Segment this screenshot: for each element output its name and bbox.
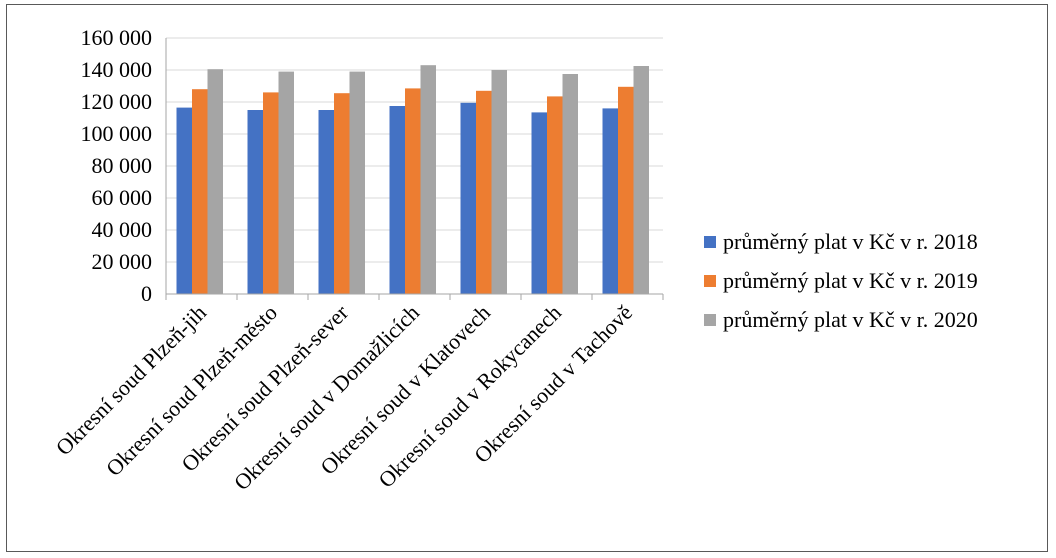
bar — [602, 108, 618, 295]
bar — [531, 112, 547, 295]
y-tick-label: 160 000 — [81, 25, 153, 50]
y-tick-label: 0 — [141, 281, 152, 306]
legend: průměrný plat v Kč v r. 2018 průměrný pla… — [704, 229, 978, 332]
bar — [562, 74, 578, 294]
bar — [618, 86, 634, 294]
legend-label: průměrný plat v Kč v r. 2019 — [723, 268, 978, 293]
y-tick-label: 20 000 — [92, 249, 153, 274]
legend-swatch — [704, 314, 716, 326]
bar — [389, 106, 405, 294]
bar — [207, 69, 223, 294]
y-tick-label: 140 000 — [81, 57, 153, 82]
y-axis-ticks: 0 20 000 40 000 60 000 80 000 100 000 120 000 1… — [81, 25, 153, 306]
y-tick-label: 100 000 — [81, 121, 153, 146]
legend-swatch — [704, 236, 716, 248]
y-tick-label: 60 000 — [92, 185, 153, 210]
bar — [247, 110, 263, 294]
bar — [318, 110, 334, 294]
bar — [460, 102, 476, 294]
bar — [334, 93, 350, 294]
bar — [476, 90, 492, 294]
bar — [192, 89, 208, 294]
y-tick-label: 40 000 — [92, 217, 153, 242]
legend-swatch — [704, 275, 716, 287]
bar — [349, 71, 365, 294]
bar — [547, 96, 563, 295]
bar — [420, 65, 436, 294]
bar — [176, 107, 192, 294]
y-tick-label: 80 000 — [92, 153, 153, 178]
y-tick-label: 120 000 — [81, 89, 153, 114]
bars — [176, 65, 649, 295]
bar — [633, 66, 649, 294]
bar — [491, 70, 507, 294]
legend-label: průměrný plat v Kč v r. 2018 — [723, 229, 978, 254]
legend-label: průměrný plat v Kč v r. 2020 — [723, 307, 978, 332]
bar — [278, 71, 294, 294]
bar — [405, 88, 421, 295]
axes — [165, 38, 664, 300]
bar — [263, 92, 279, 295]
